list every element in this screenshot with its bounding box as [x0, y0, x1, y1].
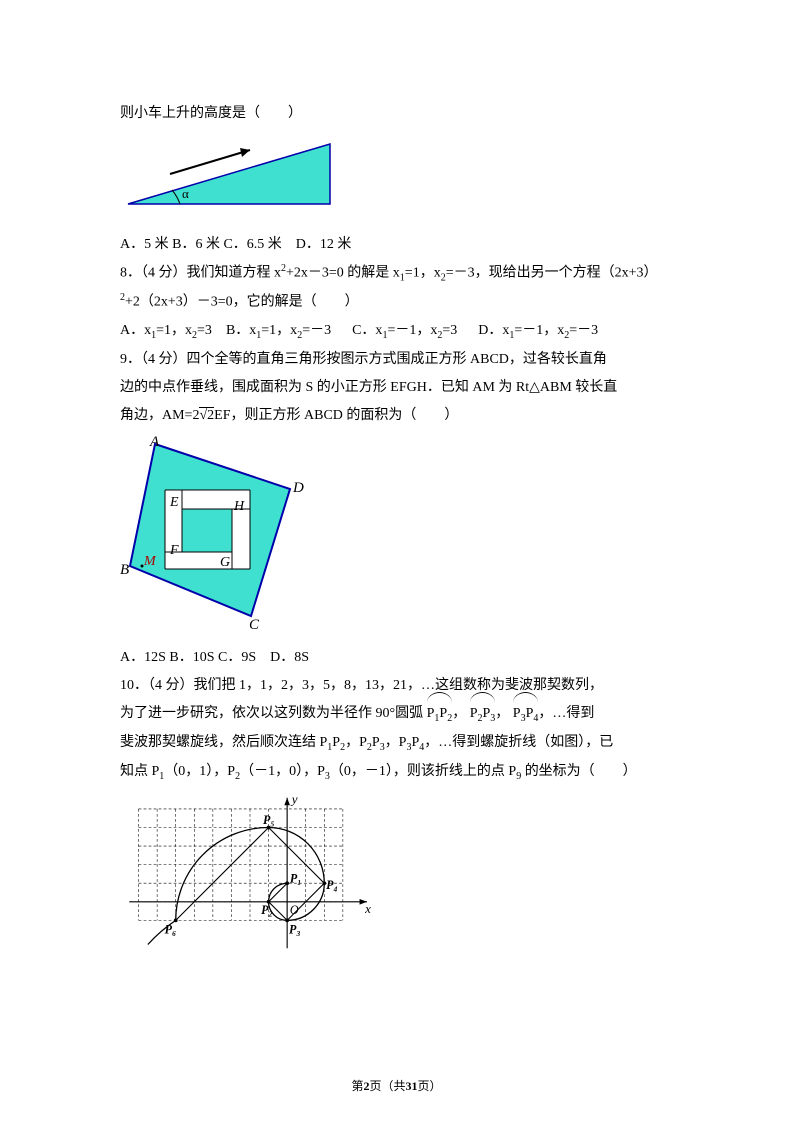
txt: =1，x [261, 323, 297, 338]
txt: P [372, 735, 380, 750]
svg-text:P₁: P₁ [290, 872, 302, 886]
svg-text:P₆: P₆ [165, 923, 177, 937]
q7-text: 则小车上升的高度是（ ） [120, 100, 673, 128]
alpha-label: α [182, 186, 189, 201]
q7-choices: A．5 米 B．6 米 C．6.5 米 D．12 米 [120, 231, 673, 259]
txt: ， [452, 706, 466, 721]
txt: =1，x [156, 323, 192, 338]
page-content: 则小车上升的高度是（ ） α A．5 米 B．6 米 C．6.5 米 D．12 … [0, 0, 793, 1050]
q8-line1: 8．（4 分）我们知道方程 x2+2x－3=0 的解是 x1=1，x2=－3，现… [120, 259, 673, 288]
txt: 页） [418, 1079, 442, 1093]
svg-text:F: F [169, 543, 179, 558]
txt: P [470, 706, 478, 721]
txt: 第 [351, 1079, 363, 1093]
txt: +2x－3=0 的解是 x [286, 266, 400, 281]
svg-text:H: H [233, 499, 245, 514]
q10-line1: 10．（4 分）我们把 1，1，2，3，5，8，13，21，…这组数称为斐波那契… [120, 672, 673, 700]
txt: ，P [385, 735, 407, 750]
svg-text:D: D [292, 480, 304, 496]
arc-p3p4: P3P4 [513, 700, 539, 729]
txt: 3 [490, 713, 495, 724]
arc-p2p3: P2P3 [470, 700, 496, 729]
q8-line2: 2+2（2x+3）－3=0，它的解是（ ） [120, 288, 673, 317]
q7-diagram: α [120, 132, 673, 227]
txt: 的坐标为（ ） [521, 764, 637, 779]
txt: =3 [197, 323, 212, 338]
q10-diagram: x y O [120, 790, 673, 1006]
txt: （0，－1），则该折线上的点 P [330, 764, 516, 779]
svg-text:y: y [290, 792, 298, 807]
txt: （－1，0），P [240, 764, 325, 779]
arc-p1p2: P1P2 [427, 700, 453, 729]
q9-line2: 边的中点作垂线，围成面积为 S 的小正方形 EFGH．已知 AM 为 Rt△AB… [120, 374, 673, 402]
svg-text:P₂: P₂ [261, 903, 273, 917]
txt: A．x [120, 323, 151, 338]
txt: EF，则正方形 ABCD 的面积为（ ） [214, 408, 458, 423]
txt: =－3 [302, 323, 331, 338]
svg-text:G: G [220, 555, 230, 570]
txt: ，…得到 [538, 706, 594, 721]
q8-choices: A．x1=1，x2=3 B．x1=1，x2=－3 C．x1=－1，x2=3 D．… [120, 317, 673, 346]
txt: 知点 P [120, 764, 159, 779]
q10-line3: 斐波那契螺旋线，然后顺次连结 P1P2，P2P3，P3P4，…得到螺旋折线（如图… [120, 729, 673, 758]
txt: =－3，现给出另一个方程（2x+3） [446, 266, 658, 281]
q10-line4: 知点 P1（0，1），P2（－1，0），P3（0，－1），则该折线上的点 P9 … [120, 758, 673, 787]
svg-text:B: B [120, 562, 129, 578]
page-total: 31 [406, 1079, 418, 1093]
txt: =1，x [405, 266, 441, 281]
svg-text:P₅: P₅ [263, 813, 275, 827]
txt: 页（共 [369, 1079, 405, 1093]
txt: （0，1），P [164, 764, 235, 779]
txt: +2（2x+3）－3=0，它的解是（ ） [125, 295, 359, 310]
svg-text:x: x [364, 901, 371, 916]
txt: =3 [442, 323, 457, 338]
txt: ，P [345, 735, 367, 750]
txt: 2 [447, 713, 452, 724]
svg-text:A: A [149, 434, 160, 450]
txt: =－1，x [387, 323, 437, 338]
txt: B．x [226, 323, 256, 338]
txt: P [513, 706, 521, 721]
txt: 斐波那契螺旋线，然后顺次连结 P [120, 735, 327, 750]
svg-text:P₃: P₃ [289, 923, 301, 937]
q10-line2: 为了进一步研究，依次以这列数为半径作 90°圆弧 P1P2， P2P3， P3P… [120, 700, 673, 729]
txt: =－1，x [514, 323, 564, 338]
q9-line3: 角边，AM=2√2EF，则正方形 ABCD 的面积为（ ） [120, 402, 673, 430]
txt: ， [495, 706, 509, 721]
txt: ，…得到螺旋折线（如图），已 [424, 735, 613, 750]
q9-line1: 9．（4 分）四个全等的直角三角形按图示方式围成正方形 ABCD，过各较长直角 [120, 346, 673, 374]
page-footer: 第2页（共31页） [0, 1074, 793, 1098]
txt: D．x [478, 323, 509, 338]
txt: =－3 [569, 323, 598, 338]
svg-text:E: E [169, 495, 179, 510]
txt: 为了进一步研究，依次以这列数为半径作 90°圆弧 [120, 706, 423, 721]
txt: C．x [352, 323, 382, 338]
txt: 角边，AM=2 [120, 408, 199, 423]
txt: 4 [533, 713, 538, 724]
svg-text:C: C [249, 617, 260, 629]
svg-text:P₄: P₄ [326, 878, 338, 892]
q9-choices: A．12S B．10S C．9S D．8S [120, 644, 673, 672]
svg-text:M: M [143, 554, 157, 569]
txt: P [332, 735, 340, 750]
q9-diagram: A D C B E H F G M [120, 434, 673, 640]
txt: 8．（4 分）我们知道方程 x [120, 266, 281, 281]
